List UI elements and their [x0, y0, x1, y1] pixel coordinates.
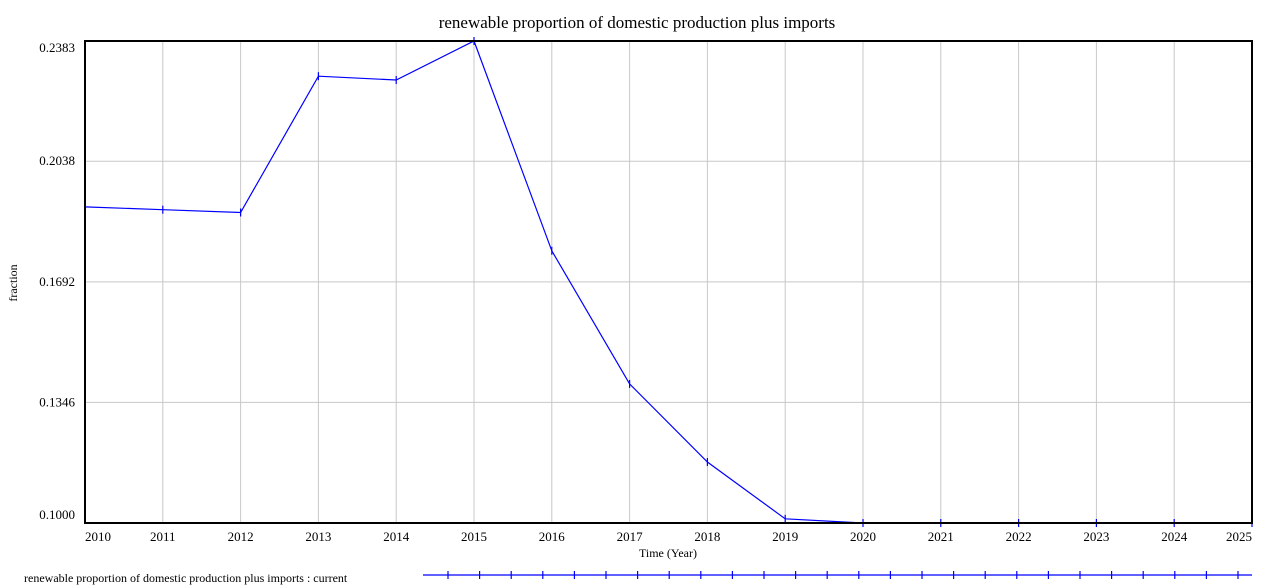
grid [84, 40, 1253, 524]
x-tick-labels: 2010 2011 2012 2013 2014 2015 2016 2017 2018 2019… [85, 529, 1252, 544]
y-tick-label: 0.1000 [39, 507, 75, 522]
y-axis-label: fraction [6, 264, 20, 301]
x-tick-label: 2014 [383, 529, 410, 544]
x-tick-label: 2022 [1006, 529, 1032, 544]
plot-frame [84, 40, 1253, 524]
y-tick-label: 0.2038 [39, 153, 75, 168]
x-tick-label: 2010 [85, 529, 111, 544]
y-tick-label: 0.1346 [39, 394, 75, 409]
y-tick-label: 0.1692 [39, 274, 75, 289]
x-tick-label: 2020 [850, 529, 876, 544]
chart-title: renewable proportion of domestic product… [439, 13, 836, 32]
x-tick-label: 2013 [305, 529, 331, 544]
x-tick-label: 2021 [928, 529, 954, 544]
x-tick-label: 2019 [772, 529, 798, 544]
x-tick-label: 2016 [539, 529, 566, 544]
x-tick-label: 2025 [1226, 529, 1252, 544]
x-tick-label: 2012 [228, 529, 254, 544]
x-tick-label: 2023 [1083, 529, 1109, 544]
x-tick-label: 2011 [150, 529, 176, 544]
x-tick-label: 2018 [694, 529, 720, 544]
y-tick-label: 0.2383 [39, 40, 75, 55]
x-axis-label: Time (Year) [639, 546, 697, 560]
legend-series-line [423, 571, 1252, 579]
x-tick-label: 2017 [617, 529, 644, 544]
x-tick-label: 2024 [1161, 529, 1188, 544]
x-tick-label: 2015 [461, 529, 487, 544]
y-tick-labels: 0.1000 0.1346 0.1692 0.2038 0.2383 [39, 40, 75, 522]
legend: renewable proportion of domestic product… [24, 571, 1252, 585]
legend-series-label: renewable proportion of domestic product… [24, 571, 348, 585]
